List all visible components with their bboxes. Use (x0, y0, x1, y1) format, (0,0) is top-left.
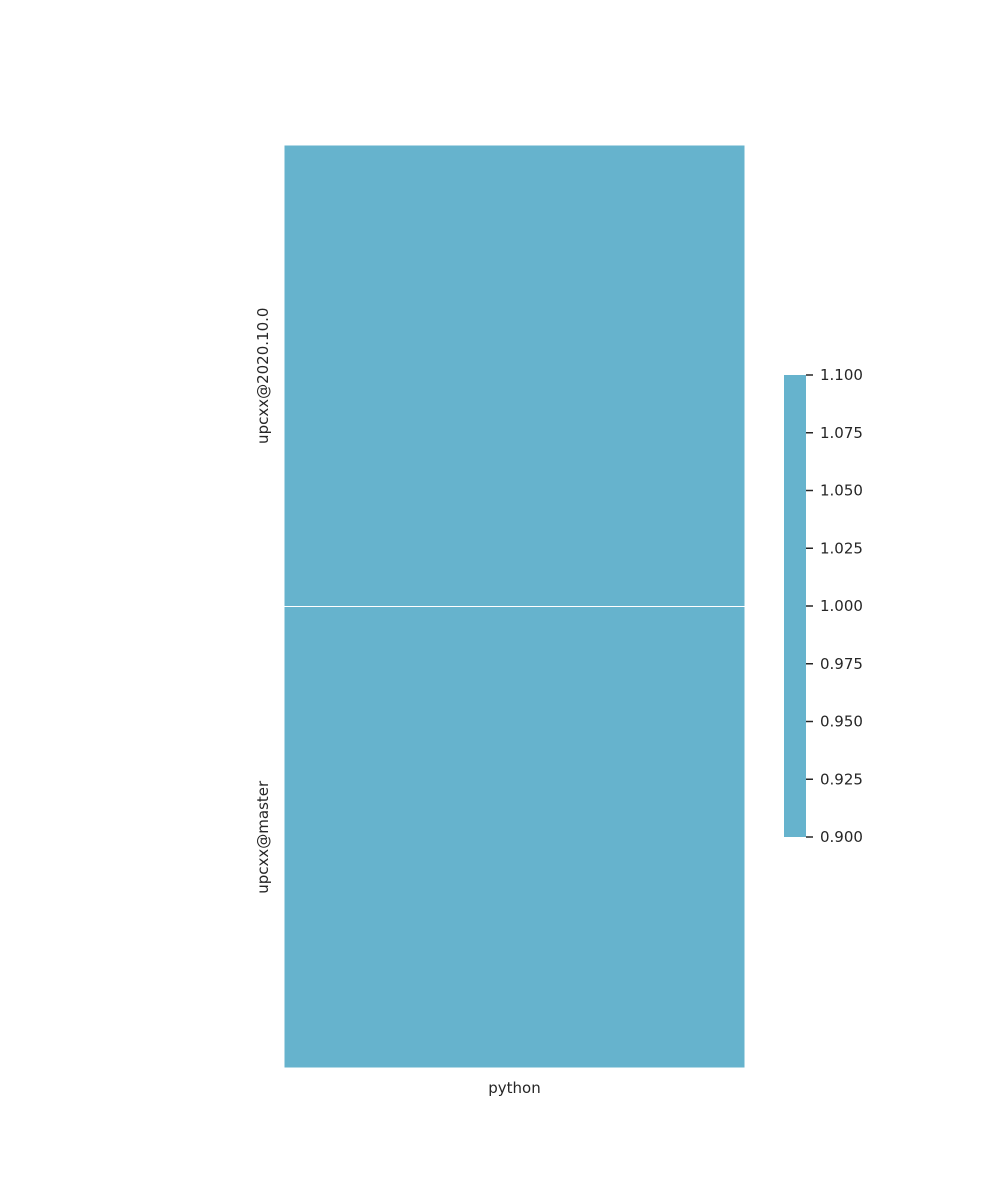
colorbar-gradient (784, 375, 806, 837)
x-tick-label: python (488, 1079, 540, 1097)
colorbar-tick-label: 1.050 (820, 482, 863, 500)
heatmap-cells (283, 144, 746, 1069)
colorbar-tick-label: 0.900 (820, 828, 863, 846)
y-tick-labels: upcxx@2020.10.0 upcxx@master (254, 308, 272, 894)
colorbar-tick-label: 0.925 (820, 770, 863, 788)
colorbar-tick-label: 0.975 (820, 655, 863, 673)
colorbar-tick-label: 1.075 (820, 424, 863, 442)
heatmap-cell (283, 606, 746, 1069)
colorbar-tick-label: 1.000 (820, 597, 863, 615)
colorbar-tick-label: 0.950 (820, 713, 863, 731)
y-tick-label: upcxx@2020.10.0 (254, 308, 272, 444)
colorbar: 0.900 0.925 0.950 0.975 1.000 1.025 1.050 1.075… (784, 366, 863, 846)
heatmap-cell (283, 144, 746, 607)
y-tick-label: upcxx@master (254, 780, 272, 894)
colorbar-tick-label: 1.100 (820, 366, 863, 384)
x-tick-labels: python (488, 1079, 540, 1097)
colorbar-tick-label: 1.025 (820, 539, 863, 557)
